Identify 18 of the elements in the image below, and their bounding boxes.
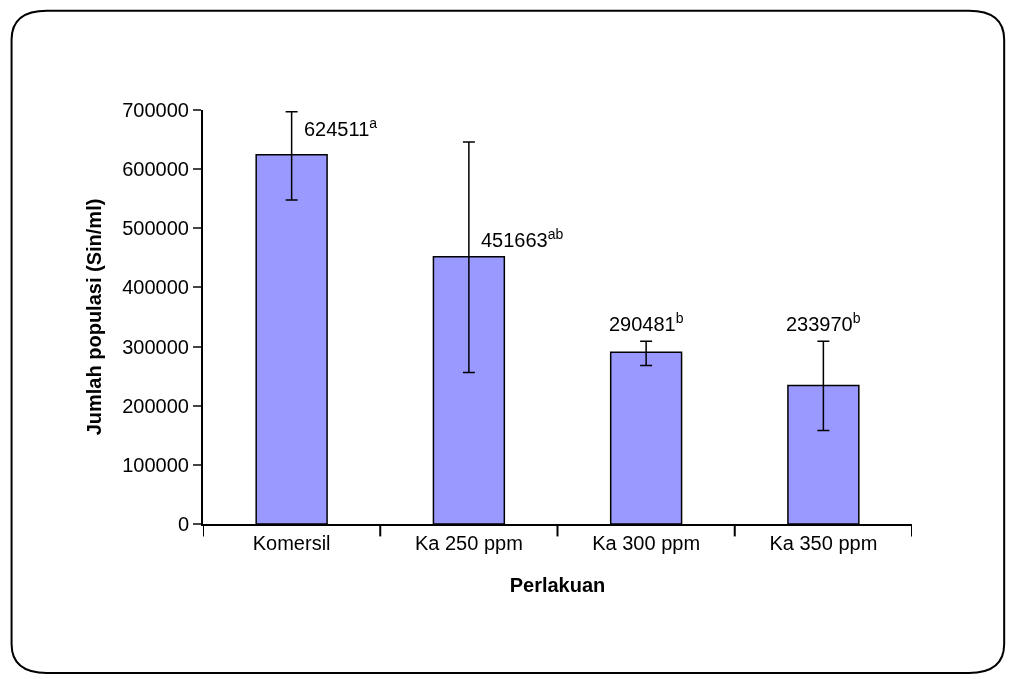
- data-label: 290481$^{b}$: [609, 310, 684, 336]
- x-axis-title: Perlakuan: [509, 574, 606, 596]
- y-tick-label: 500000: [122, 217, 189, 240]
- data-label: 451663$^{ab}$: [481, 226, 564, 252]
- y-tick-label: 200000: [122, 394, 189, 417]
- x-tick-label: Komersil: [252, 532, 331, 554]
- y-tick-label: 100000: [122, 453, 189, 476]
- y-tick-label: 0: [177, 513, 189, 535]
- y-tick-label: 700000: [122, 99, 189, 121]
- data-label: 624511$^{a}$: [304, 115, 378, 141]
- y-tick-label: 400000: [122, 276, 189, 299]
- x-tick-label: Ka 300 ppm: [592, 532, 701, 554]
- x-tick-label: Ka 250 ppm: [414, 532, 523, 554]
- y-tick-label: 600000: [122, 158, 189, 181]
- y-axis-title: Jumlah populasi (Sin/ml): [83, 198, 106, 436]
- data-label: 233970$^{b}$: [786, 310, 861, 336]
- y-tick-label: 300000: [122, 335, 189, 358]
- x-tick-label: Ka 350 ppm: [769, 532, 878, 554]
